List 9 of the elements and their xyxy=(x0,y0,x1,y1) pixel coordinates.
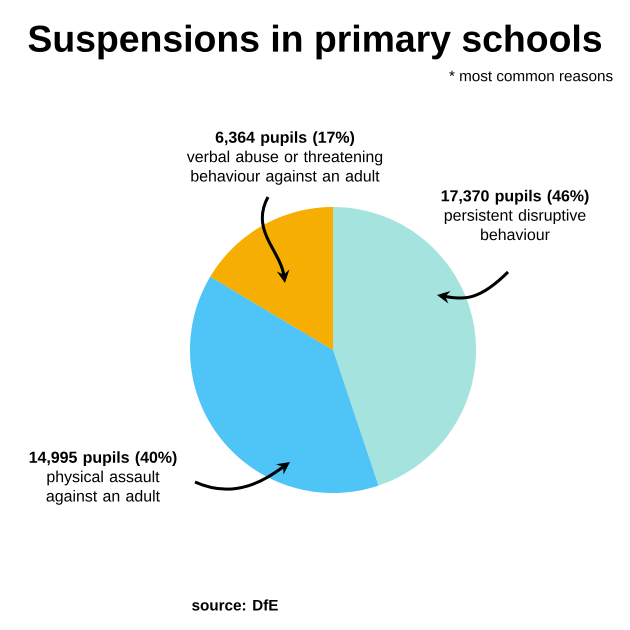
data-label: 17,370 pupils (46%) xyxy=(442,190,589,205)
chart-title: Suspensions in primary schools xyxy=(28,24,602,60)
data-label: 14,995 pupils (40%) xyxy=(30,451,176,466)
slice-label: verbal abuse or threatening behaviour against an adult xyxy=(186,150,382,185)
slice-label: physical assault against an adult xyxy=(46,470,160,505)
data-label: 6,364 pupils (17%) xyxy=(216,131,354,146)
slice-label: persistent disruptive behaviour xyxy=(444,209,586,240)
chart-subtitle: * most common reasons xyxy=(449,70,613,82)
source-note: source: DfE xyxy=(192,599,278,611)
